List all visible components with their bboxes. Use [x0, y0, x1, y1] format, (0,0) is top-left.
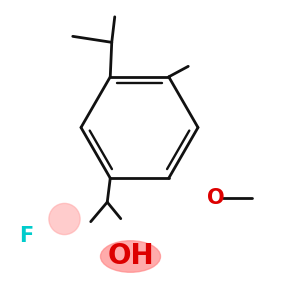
Ellipse shape	[100, 241, 160, 272]
Text: OH: OH	[107, 242, 154, 271]
Circle shape	[49, 203, 80, 235]
Text: F: F	[19, 226, 34, 245]
Text: O: O	[207, 188, 225, 208]
